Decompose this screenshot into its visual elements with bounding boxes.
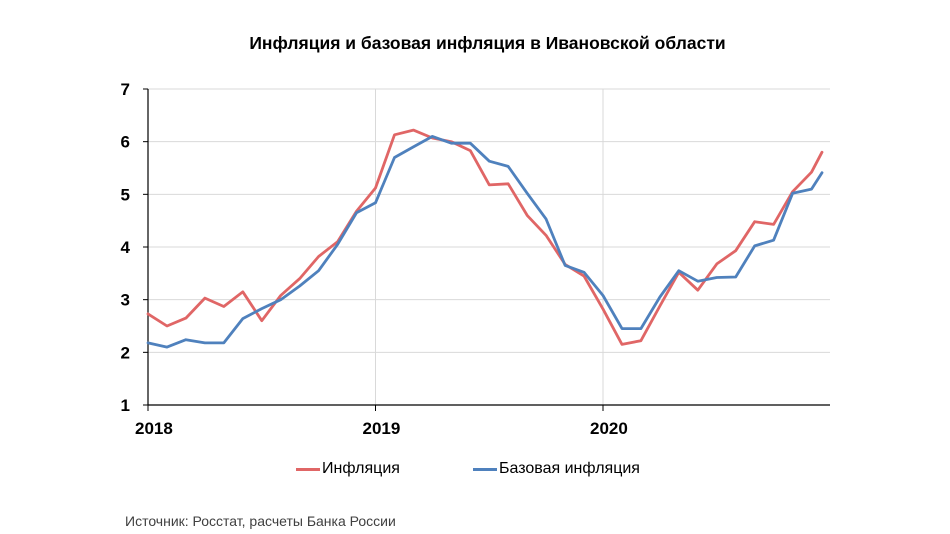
y-tick-label-1: 1: [121, 396, 130, 415]
legend-label-core-inflation: Базовая инфляция: [499, 460, 640, 477]
y-tick-label-6: 6: [121, 133, 130, 152]
legend-label-inflation: Инфляция: [322, 460, 400, 477]
legend-item-core-inflation: Базовая инфляция: [473, 460, 640, 478]
series-lines: [146, 128, 824, 349]
x-tick-label-2020: 2020: [590, 419, 628, 438]
gridlines: [148, 88, 830, 405]
legend: Инфляция Базовая инфляция: [0, 460, 950, 484]
series-line-inflation: [146, 128, 824, 346]
y-tick-label-2: 2: [121, 343, 130, 362]
y-tick-label-7: 7: [121, 80, 130, 99]
legend-item-inflation: Инфляция: [296, 460, 400, 478]
chart-plot-area: 1 2 3 4 5 6 7 2018 2019 2020: [121, 80, 830, 438]
chart-title: Инфляция и базовая инфляция в Ивановской…: [249, 33, 726, 53]
y-tick-labels: 1 2 3 4 5 6 7: [121, 80, 131, 415]
y-tick-label-4: 4: [121, 238, 131, 257]
source-note: Источник: Росстат, расчеты Банка России: [125, 513, 396, 529]
legend-swatch-inflation: [296, 467, 320, 471]
legend-swatch-core-inflation: [473, 467, 497, 471]
y-tick-label-5: 5: [121, 185, 130, 204]
x-tick-label-2019: 2019: [363, 419, 401, 438]
series-line-core-inflation: [146, 135, 824, 349]
y-tick-label-3: 3: [121, 291, 130, 310]
x-tick-labels: 2018 2019 2020: [135, 419, 628, 438]
chart-axes: [143, 88, 830, 411]
x-tick-label-2018: 2018: [135, 419, 173, 438]
